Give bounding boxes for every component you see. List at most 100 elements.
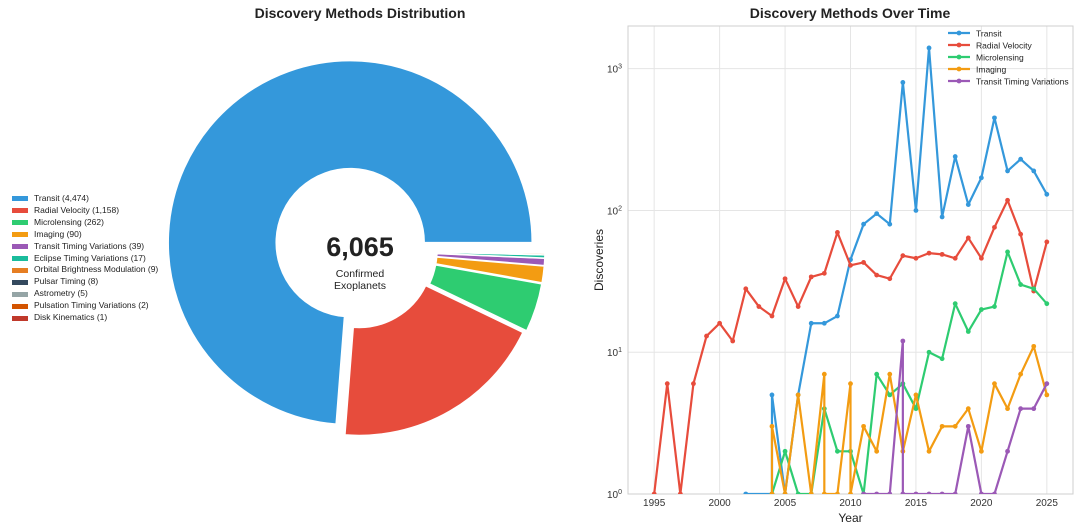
data-point — [743, 491, 749, 494]
data-point — [874, 211, 880, 217]
data-point — [965, 406, 971, 412]
data-point — [913, 255, 919, 261]
pie-center-value: 6,065 — [326, 232, 394, 262]
pie-legend-swatch — [12, 196, 28, 202]
data-point — [835, 230, 840, 235]
data-point — [782, 491, 788, 494]
data-point — [992, 491, 997, 494]
pie-legend-swatch — [12, 279, 28, 285]
pie-legend-label: Pulsation Timing Variations (2) — [34, 300, 149, 311]
data-point — [913, 208, 919, 213]
data-point — [874, 491, 880, 494]
series-line — [770, 250, 1048, 494]
data-point — [992, 304, 997, 309]
pie-slice — [344, 284, 524, 437]
data-point — [952, 423, 958, 429]
data-point — [939, 214, 945, 220]
series-line — [770, 345, 1048, 494]
pie-legend-label: Transit Timing Variations (39) — [34, 240, 145, 251]
pie-legend-swatch — [12, 291, 28, 297]
data-point — [861, 221, 866, 227]
data-point — [992, 224, 997, 230]
data-point — [769, 392, 775, 398]
data-point — [1018, 406, 1024, 412]
line-legend-marker — [956, 30, 962, 36]
data-point — [887, 491, 893, 494]
data-point — [782, 448, 788, 454]
data-point — [1044, 301, 1050, 307]
data-point — [887, 276, 893, 282]
pie-legend-swatch — [12, 267, 28, 273]
data-point — [1005, 168, 1010, 174]
pie-legend-item: Imaging (90) — [12, 229, 158, 241]
data-point — [939, 491, 945, 494]
data-point — [939, 423, 945, 429]
data-point — [1031, 406, 1037, 412]
pie-legend-label: Imaging (90) — [34, 228, 82, 239]
line-legend-marker — [956, 78, 962, 84]
data-point — [939, 251, 945, 257]
pie-legend-label: Transit (4,474) — [34, 193, 89, 203]
data-point — [848, 262, 853, 268]
pie-legend-item: Astrometry (5) — [12, 288, 158, 300]
pie-slice — [428, 264, 543, 332]
pie-legend-item: Microlensing (262) — [12, 217, 158, 229]
data-point — [1044, 191, 1050, 197]
pie-legend-item: Pulsar Timing (8) — [12, 276, 158, 288]
data-point — [808, 320, 814, 326]
pie-slice — [167, 59, 533, 425]
data-point — [900, 80, 906, 85]
data-point — [717, 320, 723, 326]
pie-legend-item: Eclipse Timing Variations (17) — [12, 253, 158, 265]
data-point — [926, 250, 932, 256]
data-point — [664, 381, 670, 387]
data-point — [1018, 282, 1024, 287]
data-point — [952, 301, 958, 307]
data-point — [756, 304, 762, 309]
data-point — [952, 491, 958, 494]
line-legend-marker — [956, 54, 962, 60]
y-axis-label: Discoveries — [592, 229, 606, 291]
data-point — [704, 333, 709, 339]
data-point — [1044, 392, 1050, 398]
data-point — [939, 356, 945, 362]
y-tick-label: 100 — [607, 489, 622, 501]
data-point — [1031, 168, 1037, 174]
data-point — [821, 320, 827, 326]
pie-legend-swatch — [12, 315, 28, 321]
line-legend-marker — [956, 42, 962, 48]
data-point — [926, 491, 932, 494]
pie-center-label-line1: Confirmed — [335, 268, 385, 280]
data-point — [795, 304, 801, 309]
data-point — [808, 274, 814, 280]
line-legend-label: Microlensing — [976, 53, 1024, 63]
line-legend-label: Imaging — [976, 65, 1007, 75]
data-point — [913, 406, 919, 412]
data-point — [861, 491, 866, 494]
data-point — [1031, 343, 1037, 349]
data-point — [1044, 381, 1050, 387]
data-point — [913, 491, 919, 494]
x-axis-label: Year — [838, 511, 862, 525]
pie-chart — [167, 59, 546, 437]
data-point — [730, 338, 736, 344]
data-point — [900, 491, 906, 494]
x-tick-label: 1995 — [643, 498, 666, 509]
pie-legend-item: Orbital Brightness Modulation (9) — [12, 264, 158, 276]
data-point — [1005, 197, 1010, 203]
pie-legend-item: Pulsation Timing Variations (2) — [12, 300, 158, 312]
data-point — [926, 45, 932, 51]
data-point — [1005, 448, 1010, 454]
data-point — [821, 371, 827, 377]
line-legend-label: Transit Timing Variations — [976, 77, 1069, 87]
pie-legend-item: Radial Velocity (1,158) — [12, 205, 158, 217]
data-point — [900, 338, 906, 344]
data-point — [821, 270, 827, 276]
line-chart-title: Discovery Methods Over Time — [749, 5, 951, 21]
data-point — [1018, 231, 1024, 237]
data-point — [1018, 156, 1024, 162]
pie-legend-label: Disk Kinematics (1) — [34, 312, 108, 323]
data-point — [992, 115, 997, 121]
data-point — [848, 381, 853, 387]
pie-legend-label: Pulsar Timing (8) — [34, 276, 99, 287]
